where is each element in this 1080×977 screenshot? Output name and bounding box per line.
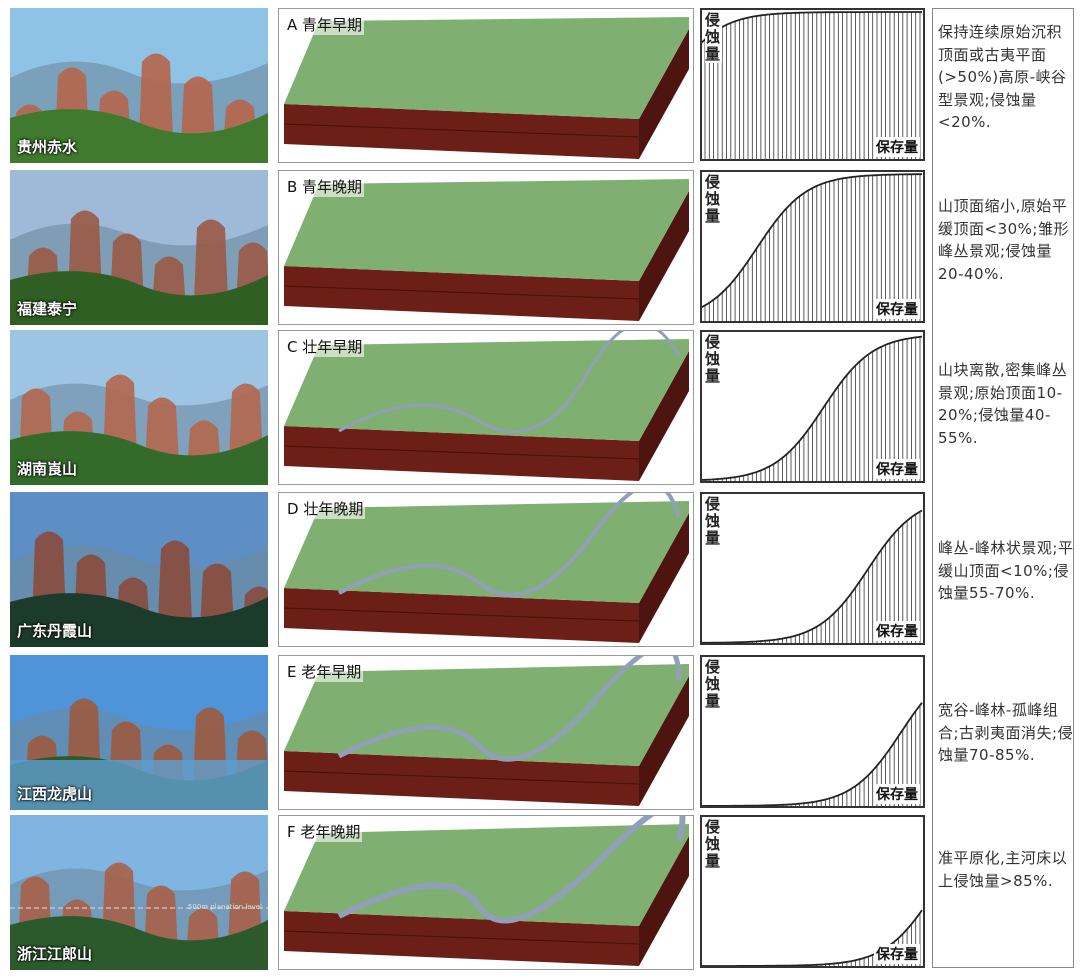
block-front-face xyxy=(284,911,639,966)
planation-level-label: 500m planation level xyxy=(187,903,262,911)
block-right-face xyxy=(639,191,689,321)
block-top-surface xyxy=(284,501,689,603)
photo-location-label: 江西龙虎山 xyxy=(17,785,93,803)
x-axis-label: 保存量 xyxy=(874,621,920,641)
block-diagram: C 壮年早期 xyxy=(278,322,694,485)
block-diagram: A 青年早期 xyxy=(278,8,694,163)
y-axis-label: 侵蚀量 xyxy=(705,11,722,63)
block-right-face xyxy=(639,836,689,966)
stage-label: B 青年晚期 xyxy=(285,176,365,197)
block-right-face xyxy=(639,29,689,159)
stage-row: 500m planation level 浙江江郎山 F 老年晚期 侵蚀量 保存… xyxy=(10,801,928,970)
stage-description: 准平原化,主河床以上侵蚀量>85%. xyxy=(938,849,1068,890)
photo-location-label: 浙江江郎山 xyxy=(17,945,93,963)
stage-description: 宽谷-峰林-孤峰组合;古剥夷面消失;侵蚀量70-85%. xyxy=(938,701,1074,764)
erosion-curve xyxy=(702,335,923,481)
landscape-photo: 湖南崀山 xyxy=(10,330,268,485)
erosion-curve xyxy=(702,509,923,643)
landscape-photo: 福建泰宁 xyxy=(10,170,268,325)
stage-row: 湖南崀山 C 壮年早期 侵蚀量 保存量 xyxy=(10,322,928,485)
y-axis-label: 侵蚀量 xyxy=(705,818,722,870)
erosion-curve xyxy=(702,11,922,44)
block-diagram: F 老年晚期 xyxy=(278,801,694,970)
block-top-surface xyxy=(284,339,689,441)
y-axis-label: 侵蚀量 xyxy=(705,495,722,547)
block-front-face xyxy=(284,588,639,643)
stage-row: 福建泰宁 B 青年晚期 侵蚀量 保存量 xyxy=(10,170,928,325)
block-diagram: D 壮年晚期 xyxy=(278,482,694,647)
x-axis-label: 保存量 xyxy=(874,944,920,964)
stage-description: 山顶面缩小,原始平缓顶面<30%;雏形峰丛景观;侵蚀量20-40%. xyxy=(938,197,1069,283)
x-axis-label: 保存量 xyxy=(874,137,920,157)
stage-label: F 老年晚期 xyxy=(285,821,363,842)
photo-location-label: 广东丹霞山 xyxy=(17,622,93,640)
photo-location-label: 贵州赤水 xyxy=(17,138,78,156)
block-right-face xyxy=(639,676,689,806)
y-axis-label: 侵蚀量 xyxy=(705,658,722,710)
stage-description: 山块离散,密集峰丛景观;原始顶面10-20%;侵蚀量40-55%. xyxy=(938,361,1068,447)
landscape-photo: 贵州赤水 xyxy=(10,8,268,163)
y-axis-label: 侵蚀量 xyxy=(705,333,722,385)
block-top-surface xyxy=(284,824,689,926)
stage-label: E 老年早期 xyxy=(285,661,364,682)
erosion-curve-panel: 侵蚀量 保存量 xyxy=(700,655,925,808)
description-column: 保持连续原始沉积顶面或古夷平面(>50%)高原-峡谷型景观;侵蚀量<20%. 山顶… xyxy=(932,8,1074,968)
stage-label: C 壮年早期 xyxy=(285,336,365,357)
block-top-surface xyxy=(284,179,689,281)
erosion-curve-panel: 侵蚀量 保存量 xyxy=(700,815,925,968)
stage-row: 广东丹霞山 D 壮年晚期 侵蚀量 保存量 xyxy=(10,482,928,647)
erosion-curve-panel: 侵蚀量 保存量 xyxy=(700,170,925,323)
x-axis-label: 保存量 xyxy=(874,459,920,479)
block-diagram: E 老年早期 xyxy=(278,643,694,810)
block-top-surface xyxy=(284,664,689,766)
x-axis-label: 保存量 xyxy=(874,784,920,804)
block-right-face xyxy=(639,351,689,481)
erosion-curve-panel: 侵蚀量 保存量 xyxy=(700,8,925,161)
block-front-face xyxy=(284,104,639,159)
y-axis-label: 侵蚀量 xyxy=(705,173,722,225)
block-diagram: B 青年晚期 xyxy=(278,170,694,325)
block-front-face xyxy=(284,751,639,806)
block-top-surface xyxy=(284,17,689,119)
landscape-photo: 江西龙虎山 xyxy=(10,655,268,810)
stage-label: D 壮年晚期 xyxy=(285,498,366,519)
stage-row: 江西龙虎山 E 老年早期 侵蚀量 保存量 xyxy=(10,643,928,810)
photo-location-label: 湖南崀山 xyxy=(17,460,78,478)
block-front-face xyxy=(284,266,639,321)
stage-description: 峰丛-峰林状景观;平缓山顶面<10%;侵蚀量55-70%. xyxy=(938,539,1074,602)
landscape-photo: 500m planation level 浙江江郎山 xyxy=(10,815,268,970)
stage-row: 贵州赤水 A 青年早期 侵蚀量 保存量 xyxy=(10,8,928,163)
stage-description: 保持连续原始沉积顶面或古夷平面(>50%)高原-峡谷型景观;侵蚀量<20%. xyxy=(938,23,1067,131)
erosion-curve xyxy=(702,173,922,309)
photo-location-label: 福建泰宁 xyxy=(17,300,78,318)
erosion-curve-panel: 侵蚀量 保存量 xyxy=(700,492,925,645)
block-front-face xyxy=(284,426,639,481)
erosion-curve-panel: 侵蚀量 保存量 xyxy=(700,330,925,483)
block-right-face xyxy=(639,513,689,643)
x-axis-label: 保存量 xyxy=(874,299,920,319)
landscape-photo: 广东丹霞山 xyxy=(10,492,268,647)
stage-label: A 青年早期 xyxy=(285,14,365,35)
erosion-curve xyxy=(702,702,923,806)
